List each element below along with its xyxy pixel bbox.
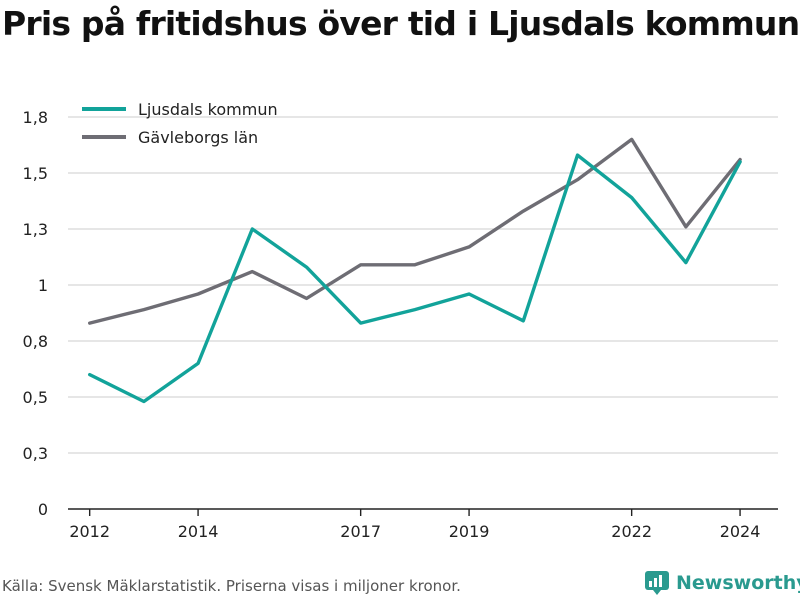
y-tick-label: 0,8 [23, 332, 48, 351]
legend-label: Gävleborgs län [138, 128, 258, 147]
x-tick-label: 2017 [340, 522, 381, 541]
legend: Ljusdals kommun Gävleborgs län [82, 100, 278, 147]
x-tick-label: 2012 [69, 522, 110, 541]
series-line-ljusdals-kommun [87, 153, 742, 404]
source-note: Källa: Svensk Mäklarstatistik. Priserna … [2, 577, 461, 595]
y-tick-label: 1,3 [23, 220, 48, 239]
y-tick-label: 1,5 [23, 164, 48, 183]
chart-title: Pris på fritidshus över tid i Ljusdals k… [2, 4, 800, 43]
brand-logo: Newsworthy [644, 570, 800, 596]
grid-lines [68, 116, 778, 454]
y-tick-label: 1,8 [23, 108, 48, 127]
y-tick-label: 0 [38, 500, 48, 519]
x-tick-label: 2022 [611, 522, 652, 541]
series-lines [87, 137, 742, 404]
x-tick-label: 2019 [449, 522, 490, 541]
y-axis-ticks: 0 0,3 0,5 0,8 1 1,3 1,5 1,8 [23, 108, 48, 519]
brand-name: Newsworthy [676, 572, 800, 594]
x-tick-label: 2024 [720, 522, 761, 541]
y-tick-label: 0,5 [23, 388, 48, 407]
newsworthy-icon [645, 571, 669, 595]
x-axis: 2012 2014 2017 2019 2022 2024 [68, 508, 778, 541]
x-tick-label: 2014 [178, 522, 219, 541]
y-tick-label: 1 [38, 276, 48, 295]
y-tick-label: 0,3 [23, 444, 48, 463]
series-line-g-vleborgs-l-n [87, 137, 742, 325]
legend-label: Ljusdals kommun [138, 100, 278, 119]
